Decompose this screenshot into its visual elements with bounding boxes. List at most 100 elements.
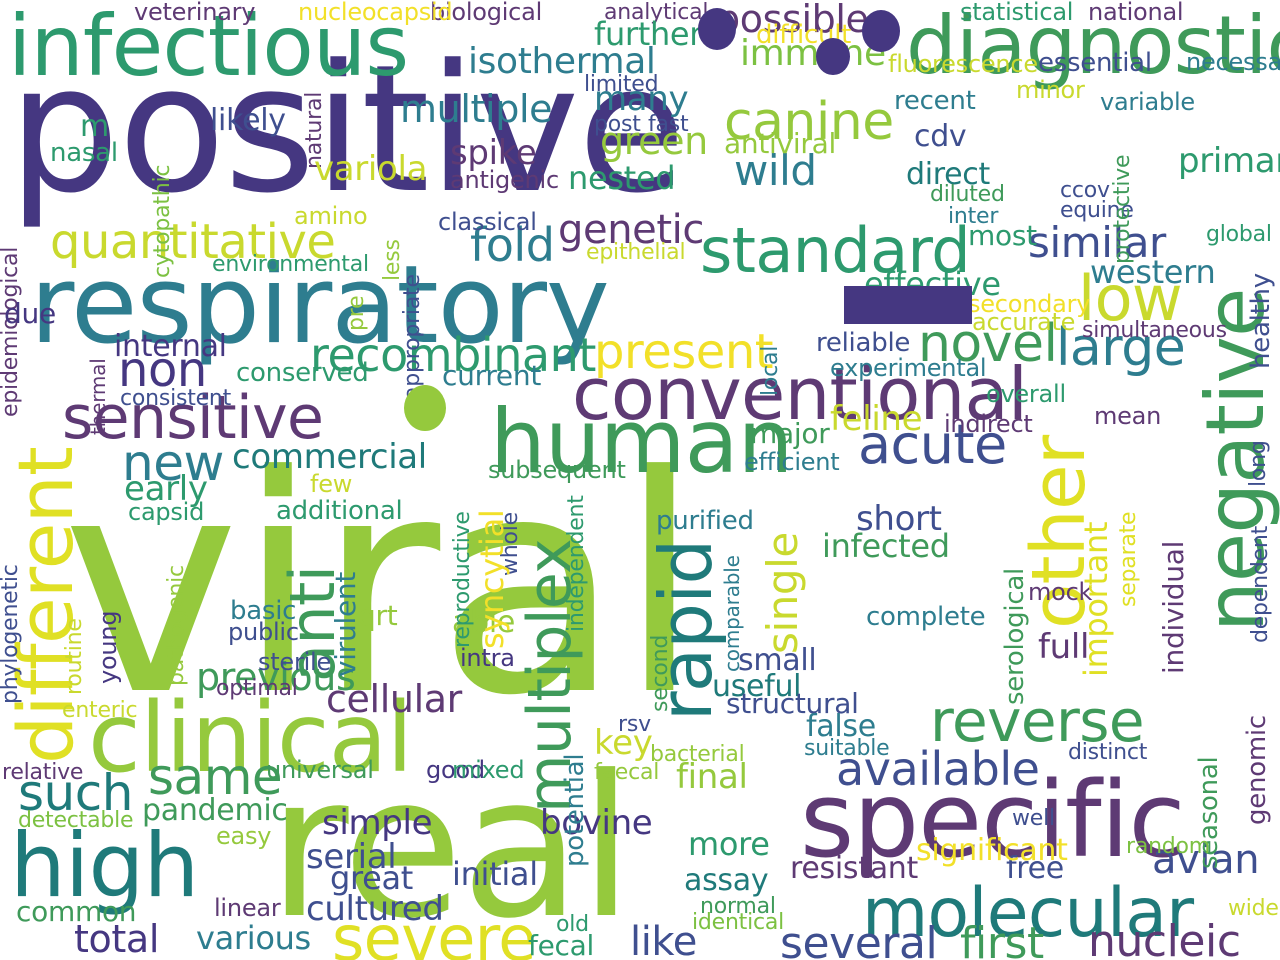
cloud-word: epidemiological xyxy=(0,246,23,417)
cloud-word: high xyxy=(10,814,199,917)
cloud-word: faecal xyxy=(594,760,660,785)
cloud-word: diagnostic xyxy=(906,0,1280,92)
cloud-word: phylogenetic xyxy=(0,563,23,704)
cloud-word: clinical xyxy=(88,682,413,794)
cloud-word: reliable xyxy=(816,328,911,358)
cloud-word: subsequent xyxy=(488,456,626,484)
cloud-word: relative xyxy=(2,760,84,785)
cloud-word: total xyxy=(74,917,159,960)
cloud-word: national xyxy=(1088,0,1184,26)
cloud-word: useful xyxy=(712,669,802,704)
cloud-word: limited xyxy=(584,72,659,97)
cloud-word: multiple xyxy=(400,87,553,131)
cloud-word: equine xyxy=(1060,198,1134,223)
cloud-word: normal xyxy=(700,894,776,919)
cloud-word: free xyxy=(1006,851,1064,886)
cloud-punctuation-dot xyxy=(404,385,446,432)
cloud-word: essential xyxy=(1038,48,1152,78)
cloud-word: cultured xyxy=(306,889,444,929)
cloud-word: statistical xyxy=(960,0,1074,26)
cloud-word: several xyxy=(780,918,938,960)
cloud-word: genomic xyxy=(1242,714,1272,825)
cloud-word: identical xyxy=(692,910,785,935)
cloud-word: public xyxy=(228,618,299,646)
cloud-word: standard xyxy=(700,214,971,287)
cloud-word: genetic xyxy=(558,207,704,253)
cloud-word: non xyxy=(118,342,207,398)
cloud-word: further xyxy=(594,15,703,53)
cloud-word: nasal xyxy=(50,138,118,168)
cloud-word: analytical xyxy=(604,0,709,25)
cloud-word: pre xyxy=(344,295,369,331)
cloud-word: necessary xyxy=(1186,48,1280,76)
cloud-word: biological xyxy=(430,0,543,26)
cloud-word: nested xyxy=(568,159,676,197)
cloud-word: comparable xyxy=(720,555,744,672)
cloud-word: separate xyxy=(1116,511,1141,608)
cloud-word: fluorescence xyxy=(888,50,1038,78)
cloud-word: conventional xyxy=(572,352,1028,436)
cloud-word: cdv xyxy=(914,119,967,154)
cloud-word: nucleic xyxy=(1088,916,1241,960)
cloud-word: new xyxy=(122,434,224,492)
cloud-word: major xyxy=(750,417,830,450)
cloud-word: full xyxy=(1038,627,1090,667)
cloud-word: ccov xyxy=(1060,178,1110,203)
cloud-word: variola xyxy=(314,149,428,189)
cloud-word: routine xyxy=(62,618,87,696)
cloud-word: optimal xyxy=(216,676,298,701)
cloud-word: low xyxy=(1078,262,1183,335)
cloud-word: rsv xyxy=(618,712,651,737)
cloud-word: fecal xyxy=(528,929,595,960)
cloud-word: commercial xyxy=(232,437,427,477)
cloud-word: feline xyxy=(830,399,923,439)
cloud-word: accurate xyxy=(972,308,1076,336)
cloud-word: efficient xyxy=(744,448,840,476)
cloud-word: veterinary xyxy=(134,0,256,26)
cloud-word: additional xyxy=(276,496,403,526)
cloud-word: recent xyxy=(894,86,976,116)
cloud-word: appropriate xyxy=(400,274,425,401)
cloud-word: common xyxy=(16,895,137,928)
cloud-word: mock xyxy=(1028,578,1093,606)
cloud-word: immune xyxy=(740,33,886,74)
cloud-word: reproductive xyxy=(450,510,475,648)
cloud-word: inter xyxy=(948,204,999,229)
cloud-word: random xyxy=(1126,834,1211,859)
cloud-word: classical xyxy=(438,208,537,236)
cloud-word: cytopathic xyxy=(150,165,175,279)
cloud-word: cellular xyxy=(326,677,462,721)
cloud-word: current xyxy=(442,359,542,392)
cloud-word: possible xyxy=(716,0,869,41)
cloud-word: antigenic xyxy=(450,166,559,194)
cloud-word: primary xyxy=(1178,141,1280,181)
cloud-word: serial xyxy=(306,837,397,877)
cloud-word: canine xyxy=(724,92,894,152)
cloud-word: specific xyxy=(800,759,1186,881)
cloud-word: universal xyxy=(266,756,374,784)
cloud-word: most xyxy=(968,219,1037,252)
cloud-word: basic xyxy=(230,596,297,626)
cloud-word: variable xyxy=(1100,88,1195,116)
cloud-word: infected xyxy=(822,527,950,565)
cloud-word: individual xyxy=(1157,540,1190,674)
cloud-word: protective xyxy=(1110,155,1135,265)
cloud-word: consistent xyxy=(120,386,232,411)
cloud-word: old xyxy=(556,912,589,937)
cloud-word: conserved xyxy=(236,358,369,388)
cloud-word: various xyxy=(196,919,311,957)
cloud-word: present xyxy=(594,324,774,380)
cloud-word: green xyxy=(600,119,708,163)
cloud-word: epithelial xyxy=(586,240,686,265)
cloud-word: long xyxy=(1246,439,1271,487)
cloud-word: post xyxy=(594,112,641,137)
cloud-word: significant xyxy=(916,833,1068,868)
cloud-punctuation-dot xyxy=(698,8,736,50)
cloud-word: able xyxy=(452,605,516,640)
cloud-word: syncytial xyxy=(473,509,511,649)
cloud-word: minor xyxy=(1016,76,1085,104)
cloud-word: short xyxy=(856,499,942,539)
cloud-word: potential xyxy=(560,753,590,868)
cloud-word: viral xyxy=(62,412,701,761)
